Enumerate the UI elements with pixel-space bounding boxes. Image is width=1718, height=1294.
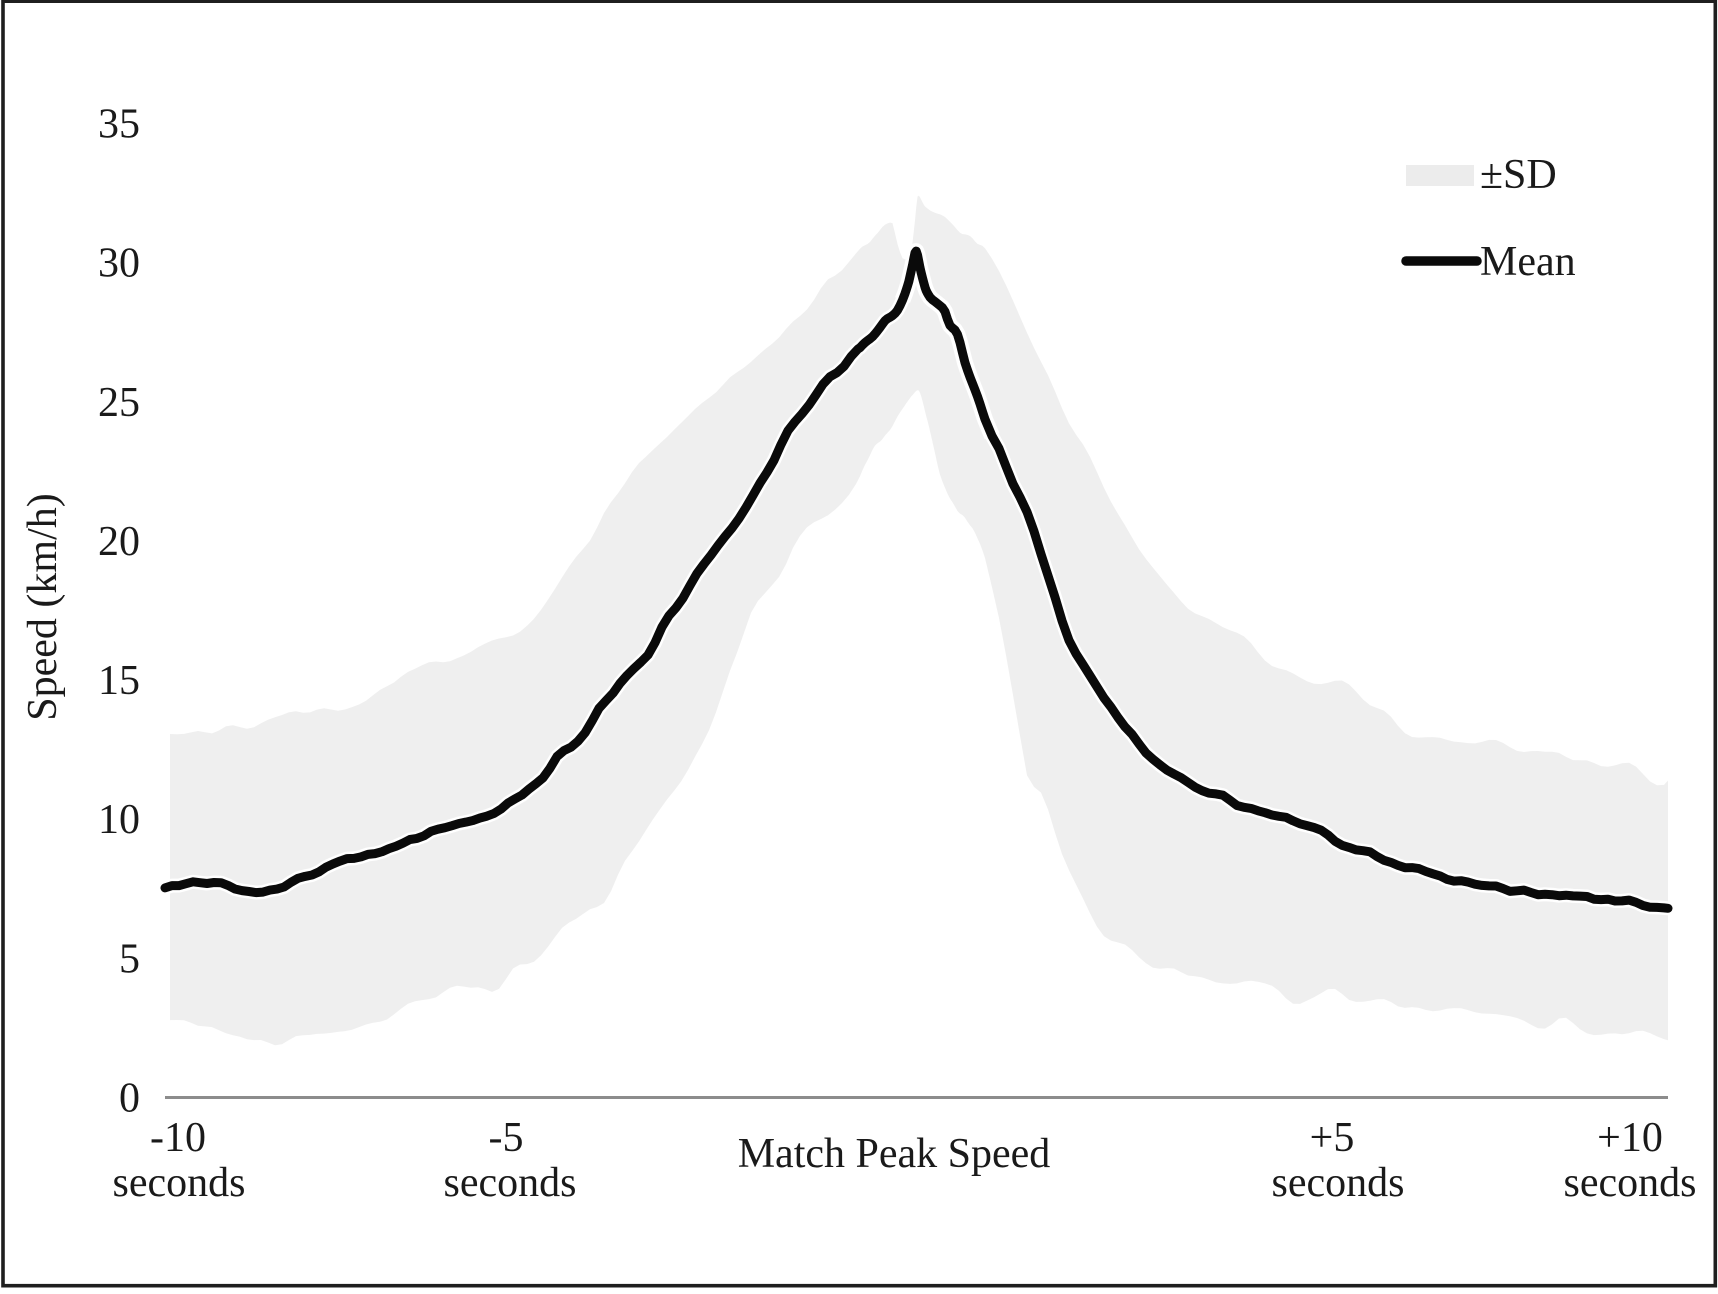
svg-text:±SD: ±SD	[1480, 152, 1557, 198]
svg-text:0: 0	[119, 1076, 140, 1122]
svg-text:seconds: seconds	[1272, 1160, 1405, 1206]
svg-text:30: 30	[98, 241, 140, 287]
svg-text:25: 25	[98, 380, 140, 426]
svg-text:20: 20	[98, 519, 140, 565]
svg-text:-5: -5	[489, 1115, 524, 1161]
svg-text:-10: -10	[150, 1115, 206, 1161]
svg-text:seconds: seconds	[444, 1160, 577, 1206]
svg-text:35: 35	[98, 102, 140, 148]
svg-text:+10: +10	[1597, 1115, 1663, 1161]
svg-text:15: 15	[98, 658, 140, 704]
svg-text:seconds: seconds	[113, 1160, 246, 1206]
svg-text:seconds: seconds	[1564, 1160, 1697, 1206]
svg-text:5: 5	[119, 936, 140, 982]
svg-text:10: 10	[98, 797, 140, 843]
svg-text:Mean: Mean	[1480, 239, 1576, 285]
svg-text:+5: +5	[1310, 1115, 1355, 1161]
svg-text:Match Peak Speed: Match Peak Speed	[738, 1131, 1051, 1177]
svg-text:Speed (km/h): Speed (km/h)	[20, 493, 66, 720]
